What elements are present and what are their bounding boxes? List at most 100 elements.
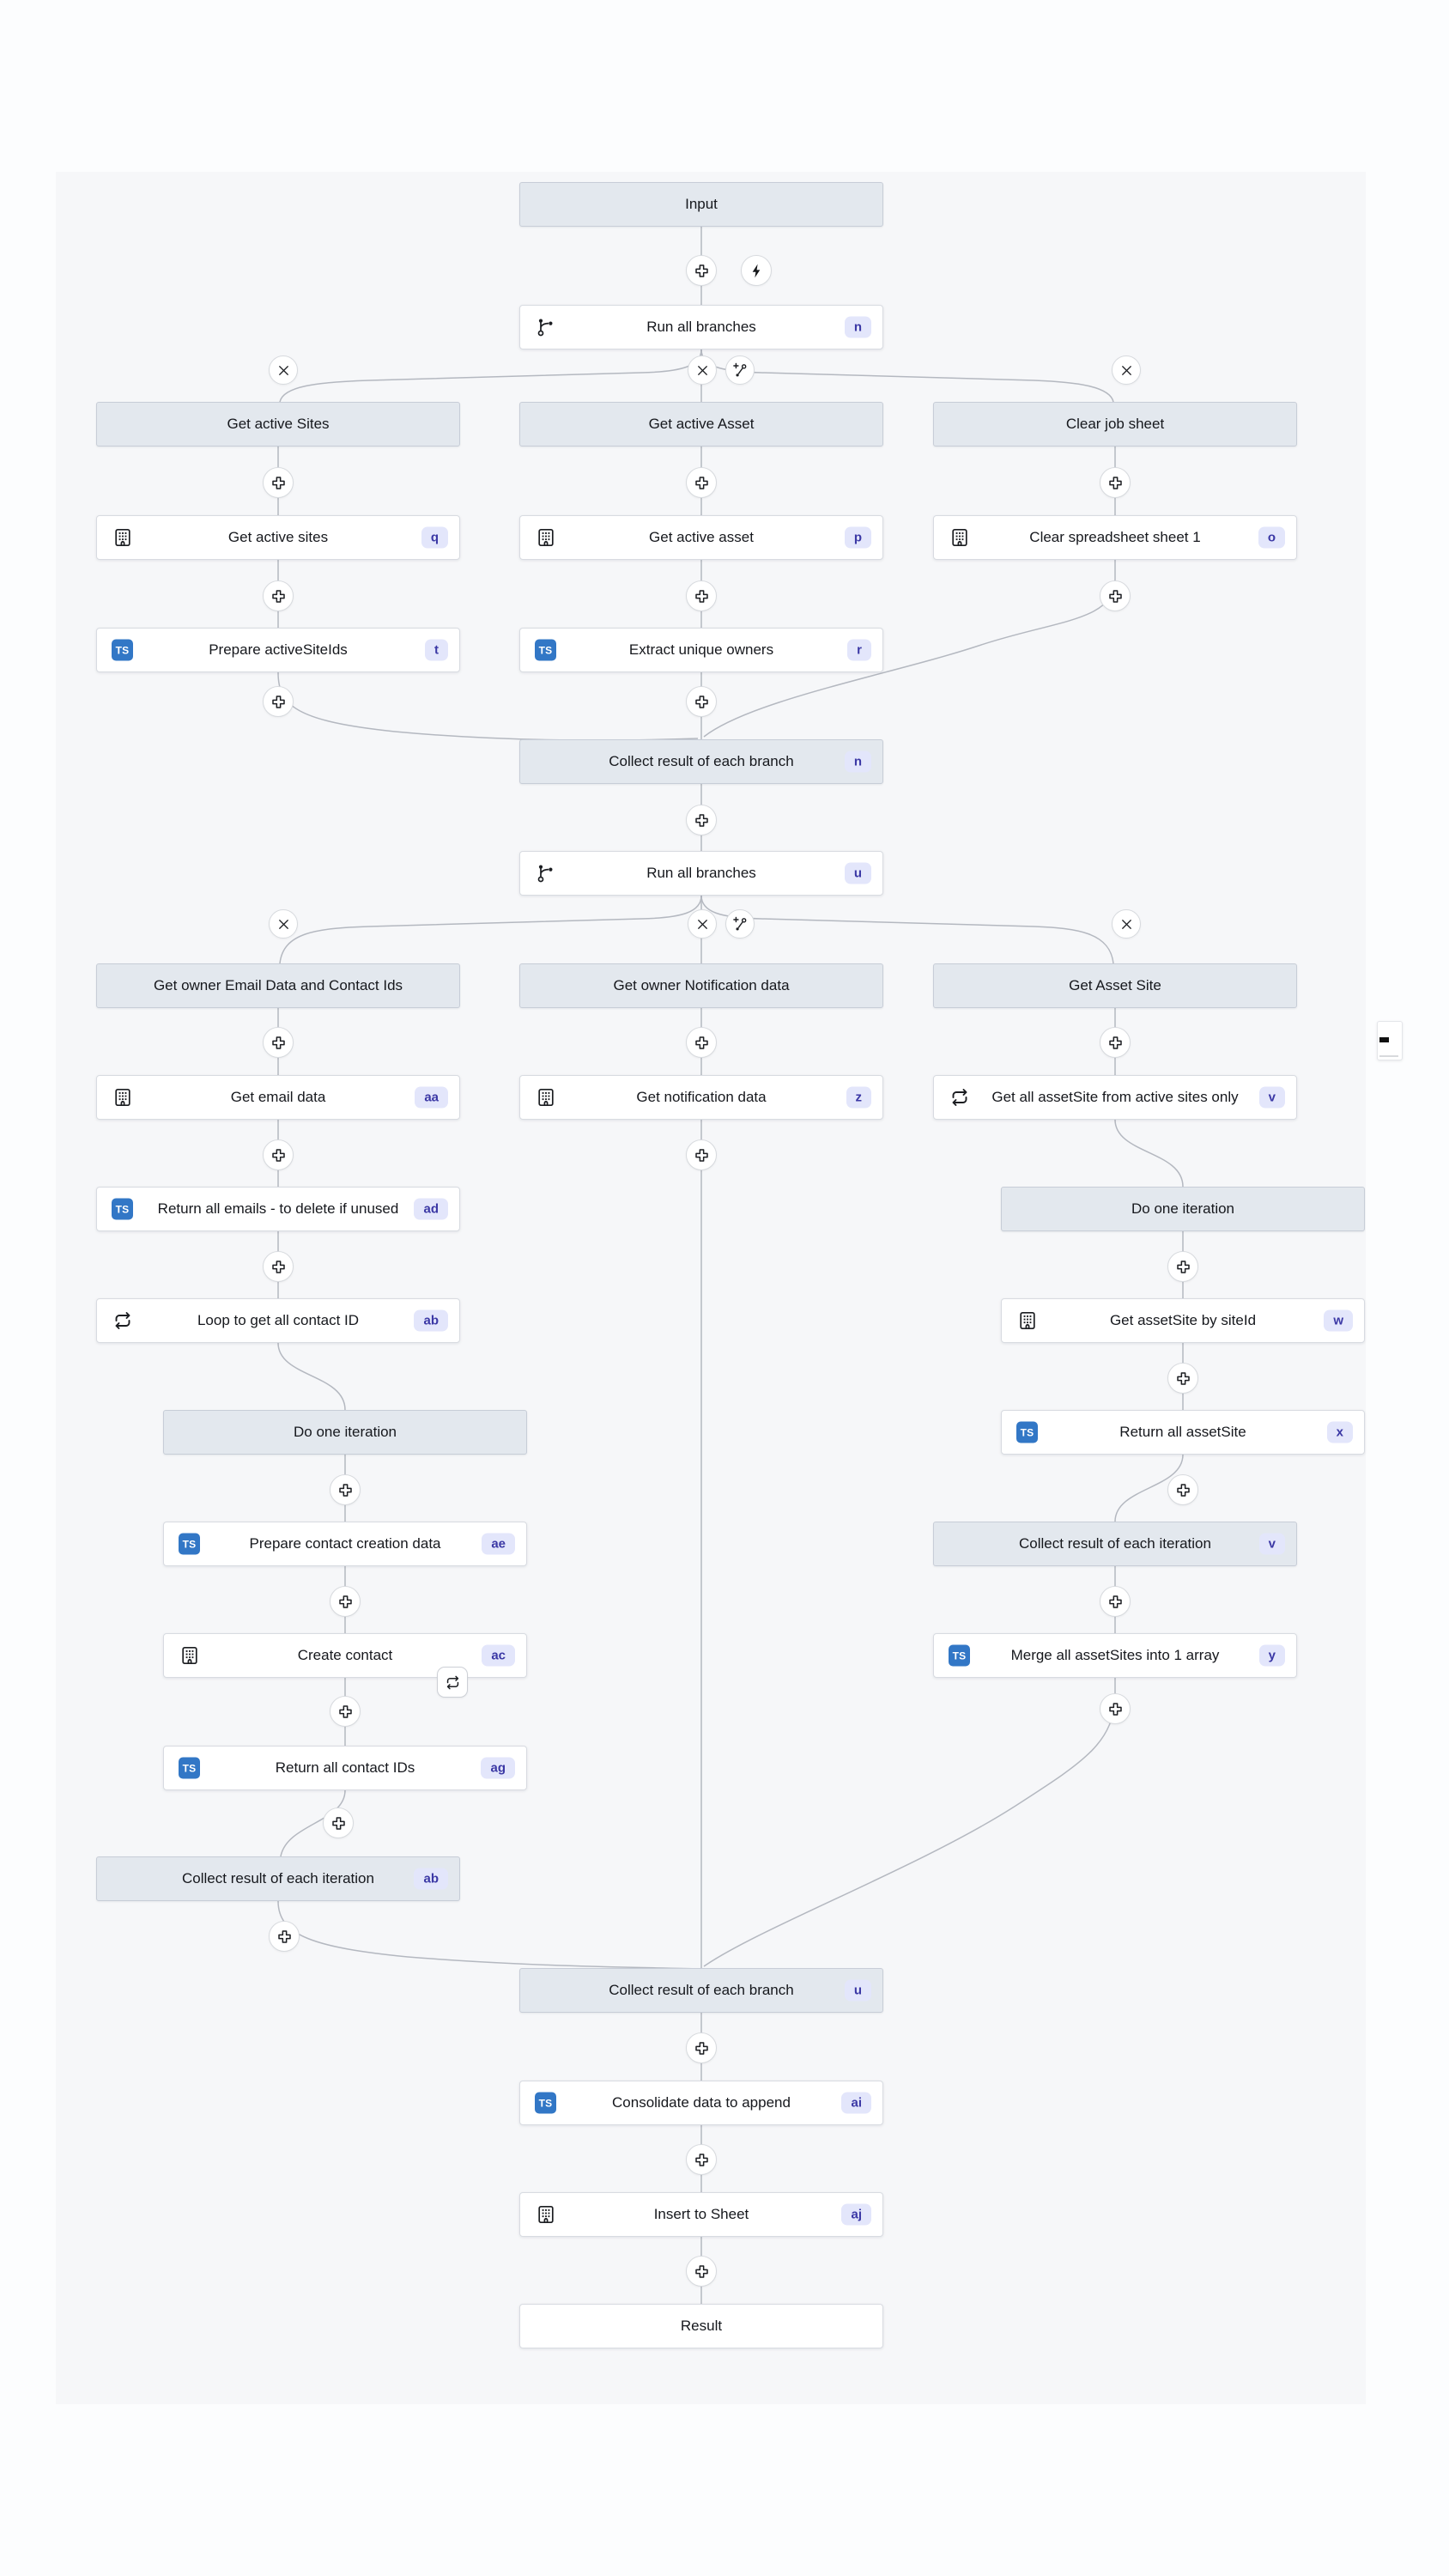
node-badge: w (1324, 1309, 1353, 1332)
node-get-all-assetsite[interactable]: Get all assetSite from active sites only… (933, 1075, 1297, 1120)
add-step-button[interactable] (686, 255, 717, 286)
branch-header-get-active-sites[interactable]: Get active Sites (96, 402, 460, 447)
node-run-all-branches-1[interactable]: Run all branches n (519, 305, 883, 349)
add-step-button[interactable] (1167, 1251, 1198, 1282)
typescript-icon: TS (1016, 1421, 1038, 1443)
node-result[interactable]: Result (519, 2304, 883, 2348)
minimap[interactable] (1377, 1021, 1403, 1060)
trigger-button[interactable] (741, 255, 772, 286)
add-step-button[interactable] (686, 686, 717, 717)
node-get-assetsite-by-siteid[interactable]: Get assetSite by siteId w (1001, 1298, 1365, 1343)
node-collect-result-iteration-ab[interactable]: Collect result of each iteration ab (96, 1856, 460, 1901)
plus-icon (1175, 1482, 1191, 1498)
node-extract-unique-owners[interactable]: TS Extract unique owners r (519, 628, 883, 672)
plus-icon (276, 1929, 293, 1945)
node-input[interactable]: Input (519, 182, 883, 227)
plus-icon (1107, 1035, 1124, 1051)
plus-icon (694, 2152, 710, 2168)
add-step-button[interactable] (1100, 467, 1131, 498)
add-step-button[interactable] (263, 1027, 294, 1058)
add-step-button[interactable] (1100, 1586, 1131, 1617)
loop-header-do-one-iteration-right[interactable]: Do one iteration (1001, 1187, 1365, 1231)
loop-header-do-one-iteration-left[interactable]: Do one iteration (163, 1410, 527, 1455)
add-step-button[interactable] (330, 1696, 361, 1727)
add-step-button[interactable] (1167, 1363, 1198, 1394)
node-get-email-data[interactable]: Get email data aa (96, 1075, 460, 1120)
node-return-all-contact-ids[interactable]: TS Return all contact IDs ag (163, 1746, 527, 1790)
add-step-button[interactable] (330, 1586, 361, 1617)
node-prepare-activesiteids[interactable]: TS Prepare activeSiteIds t (96, 628, 460, 672)
node-badge: q (421, 526, 448, 549)
branch-header-asset-site[interactable]: Get Asset Site (933, 963, 1297, 1008)
delete-branch-button[interactable] (688, 355, 717, 385)
node-return-all-assetsite[interactable]: TS Return all assetSite x (1001, 1410, 1365, 1455)
node-badge: v (1258, 1086, 1285, 1109)
node-get-active-sites[interactable]: Get active sites q (96, 515, 460, 560)
delete-branch-button[interactable] (269, 909, 298, 939)
add-step-button[interactable] (263, 686, 294, 717)
add-step-button[interactable] (686, 2256, 717, 2287)
delete-branch-button[interactable] (1112, 909, 1141, 939)
delete-branch-button[interactable] (688, 909, 717, 939)
x-icon (276, 916, 292, 933)
add-branch-button[interactable] (725, 355, 755, 385)
node-prepare-contact-creation[interactable]: TS Prepare contact creation data ae (163, 1522, 527, 1566)
node-collect-result-iteration-v[interactable]: Collect result of each iteration v (933, 1522, 1297, 1566)
lightning-icon (749, 263, 765, 279)
add-step-button[interactable] (686, 2032, 717, 2063)
plus-icon (694, 1035, 710, 1051)
node-loop-get-contact-id[interactable]: Loop to get all contact ID ab (96, 1298, 460, 1343)
add-step-button[interactable] (263, 580, 294, 611)
add-step-button[interactable] (686, 2144, 717, 2175)
add-step-button[interactable] (1167, 1474, 1198, 1505)
plus-icon (270, 588, 287, 605)
add-step-button[interactable] (686, 1139, 717, 1170)
plus-icon (694, 475, 710, 491)
node-badge: z (846, 1086, 871, 1109)
add-step-button[interactable] (323, 1807, 354, 1838)
add-step-button[interactable] (263, 1139, 294, 1170)
add-step-button[interactable] (686, 467, 717, 498)
plus-icon (1175, 1259, 1191, 1275)
node-badge: ab (414, 1868, 448, 1890)
plus-icon (1107, 1594, 1124, 1610)
plus-icon (337, 1594, 354, 1610)
loop-icon (949, 1086, 971, 1109)
add-step-button[interactable] (686, 1027, 717, 1058)
minimap-node-marker (1379, 1037, 1389, 1042)
node-collect-result-branch-n[interactable]: Collect result of each branch n (519, 739, 883, 784)
add-step-button[interactable] (263, 467, 294, 498)
loop-marker-create-contact[interactable] (437, 1667, 468, 1698)
branch-header-get-active-asset[interactable]: Get active Asset (519, 402, 883, 447)
node-get-notification-data[interactable]: Get notification data z (519, 1075, 883, 1120)
add-step-button[interactable] (263, 1251, 294, 1282)
node-run-all-branches-2[interactable]: Run all branches u (519, 851, 883, 896)
node-clear-spreadsheet-sheet-1[interactable]: Clear spreadsheet sheet 1 o (933, 515, 1297, 560)
add-step-button[interactable] (1100, 1693, 1131, 1724)
add-branch-button[interactable] (725, 909, 755, 939)
branch-header-owner-email[interactable]: Get owner Email Data and Contact Ids (96, 963, 460, 1008)
delete-branch-button[interactable] (1112, 355, 1141, 385)
add-step-button[interactable] (686, 580, 717, 611)
node-consolidate-data[interactable]: TS Consolidate data to append ai (519, 2081, 883, 2125)
spreadsheet-resource-icon (112, 526, 134, 549)
add-step-button[interactable] (1100, 1027, 1131, 1058)
add-step-button[interactable] (686, 805, 717, 835)
node-badge: n (844, 316, 871, 338)
node-insert-to-sheet[interactable]: Insert to Sheet aj (519, 2192, 883, 2237)
branch-header-clear-job-sheet[interactable]: Clear job sheet (933, 402, 1297, 447)
add-step-button[interactable] (1100, 580, 1131, 611)
node-badge: u (844, 1979, 871, 2002)
branch-header-owner-notification[interactable]: Get owner Notification data (519, 963, 883, 1008)
delete-branch-button[interactable] (269, 355, 298, 385)
node-return-all-emails[interactable]: TS Return all emails - to delete if unus… (96, 1187, 460, 1231)
add-step-button[interactable] (269, 1921, 300, 1952)
node-collect-result-branch-u[interactable]: Collect result of each branch u (519, 1968, 883, 2013)
node-create-contact[interactable]: Create contact ac (163, 1633, 527, 1678)
node-merge-all-assetsites[interactable]: TS Merge all assetSites into 1 array y (933, 1633, 1297, 1678)
node-badge: u (844, 862, 871, 884)
plus-icon (337, 1704, 354, 1720)
plus-icon (694, 694, 710, 710)
node-get-active-asset[interactable]: Get active asset p (519, 515, 883, 560)
add-step-button[interactable] (330, 1474, 361, 1505)
